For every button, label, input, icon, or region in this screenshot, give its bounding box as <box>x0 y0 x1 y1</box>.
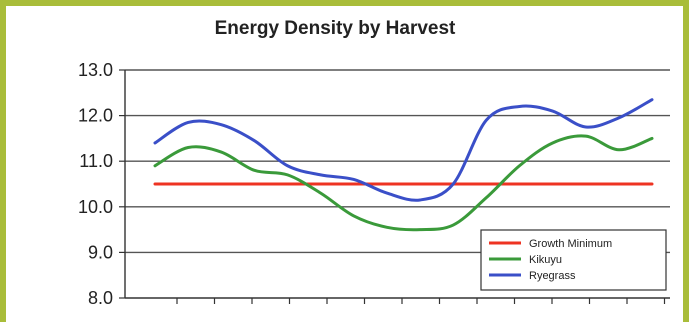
chart-title: Energy Density by Harvest <box>214 18 456 39</box>
y-tick-labels: 8.0 9.0 10.0 11.0 12.0 13.0 <box>78 60 113 308</box>
series-line-ryegrass <box>153 98 654 202</box>
grid-lines <box>125 69 670 254</box>
series-line-kikuyu <box>153 134 654 232</box>
axes <box>119 69 670 304</box>
frame-left-border <box>0 0 6 322</box>
y-tick-label: 8.0 <box>88 288 113 308</box>
y-tick-label: 13.0 <box>78 60 113 80</box>
frame-top-border <box>0 0 689 6</box>
y-tick-label: 12.0 <box>78 106 113 126</box>
frame-right-border <box>683 0 689 322</box>
series-lines <box>153 98 654 232</box>
y-tick-label: 10.0 <box>78 197 113 217</box>
y-tick-label: 11.0 <box>79 151 113 171</box>
legend-label-growth-minimum: Growth Minimum <box>529 238 612 250</box>
legend: Growth Minimum Kikuyu Ryegrass <box>480 229 667 291</box>
legend-label-kikuyu: Kikuyu <box>529 254 562 266</box>
y-tick-label: 9.0 <box>88 242 113 262</box>
legend-label-ryegrass: Ryegrass <box>529 270 576 282</box>
